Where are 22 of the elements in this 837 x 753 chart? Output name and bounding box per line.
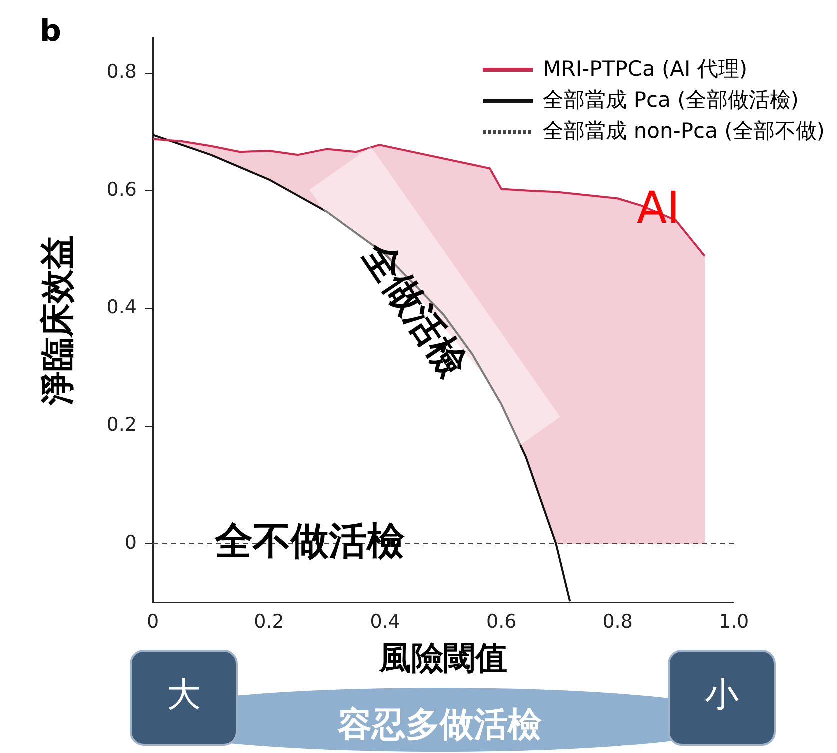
x-tick-label: 0.6 [486, 611, 517, 634]
annotation: 全做活檢 [354, 233, 478, 388]
x-tick-label: 0.2 [254, 611, 284, 634]
text: 大 [166, 674, 202, 717]
y-tick-label: 0.2 [106, 414, 138, 436]
legend-label: 全部當成 non-Pca (全部不做) [543, 118, 825, 145]
x-tick-label: 1.0 [718, 611, 750, 634]
text: b [40, 14, 62, 49]
annotation: 全不做活檢 [214, 518, 405, 563]
y-axis-title: 淨臨床效益 [38, 235, 78, 406]
y-tick-label: 0.8 [106, 61, 138, 84]
x-axis-title: 風險閾值 [378, 639, 508, 678]
text: 容忍多做活檢 [338, 705, 542, 745]
x-tick-label: 0 [146, 611, 160, 634]
legend-label: MRI-PTPCa (AI 代理) [543, 56, 748, 83]
y-tick-label: 0.6 [106, 178, 138, 201]
x-tick-label: 0.8 [602, 611, 633, 634]
y-tick-label: 0.4 [106, 296, 138, 319]
x-tick-label: 0.4 [370, 611, 401, 634]
legend-label: 全部當成 Pca (全部做活檢) [543, 87, 799, 114]
y-tick-label: 0 [124, 532, 138, 554]
text: 小 [704, 674, 740, 717]
